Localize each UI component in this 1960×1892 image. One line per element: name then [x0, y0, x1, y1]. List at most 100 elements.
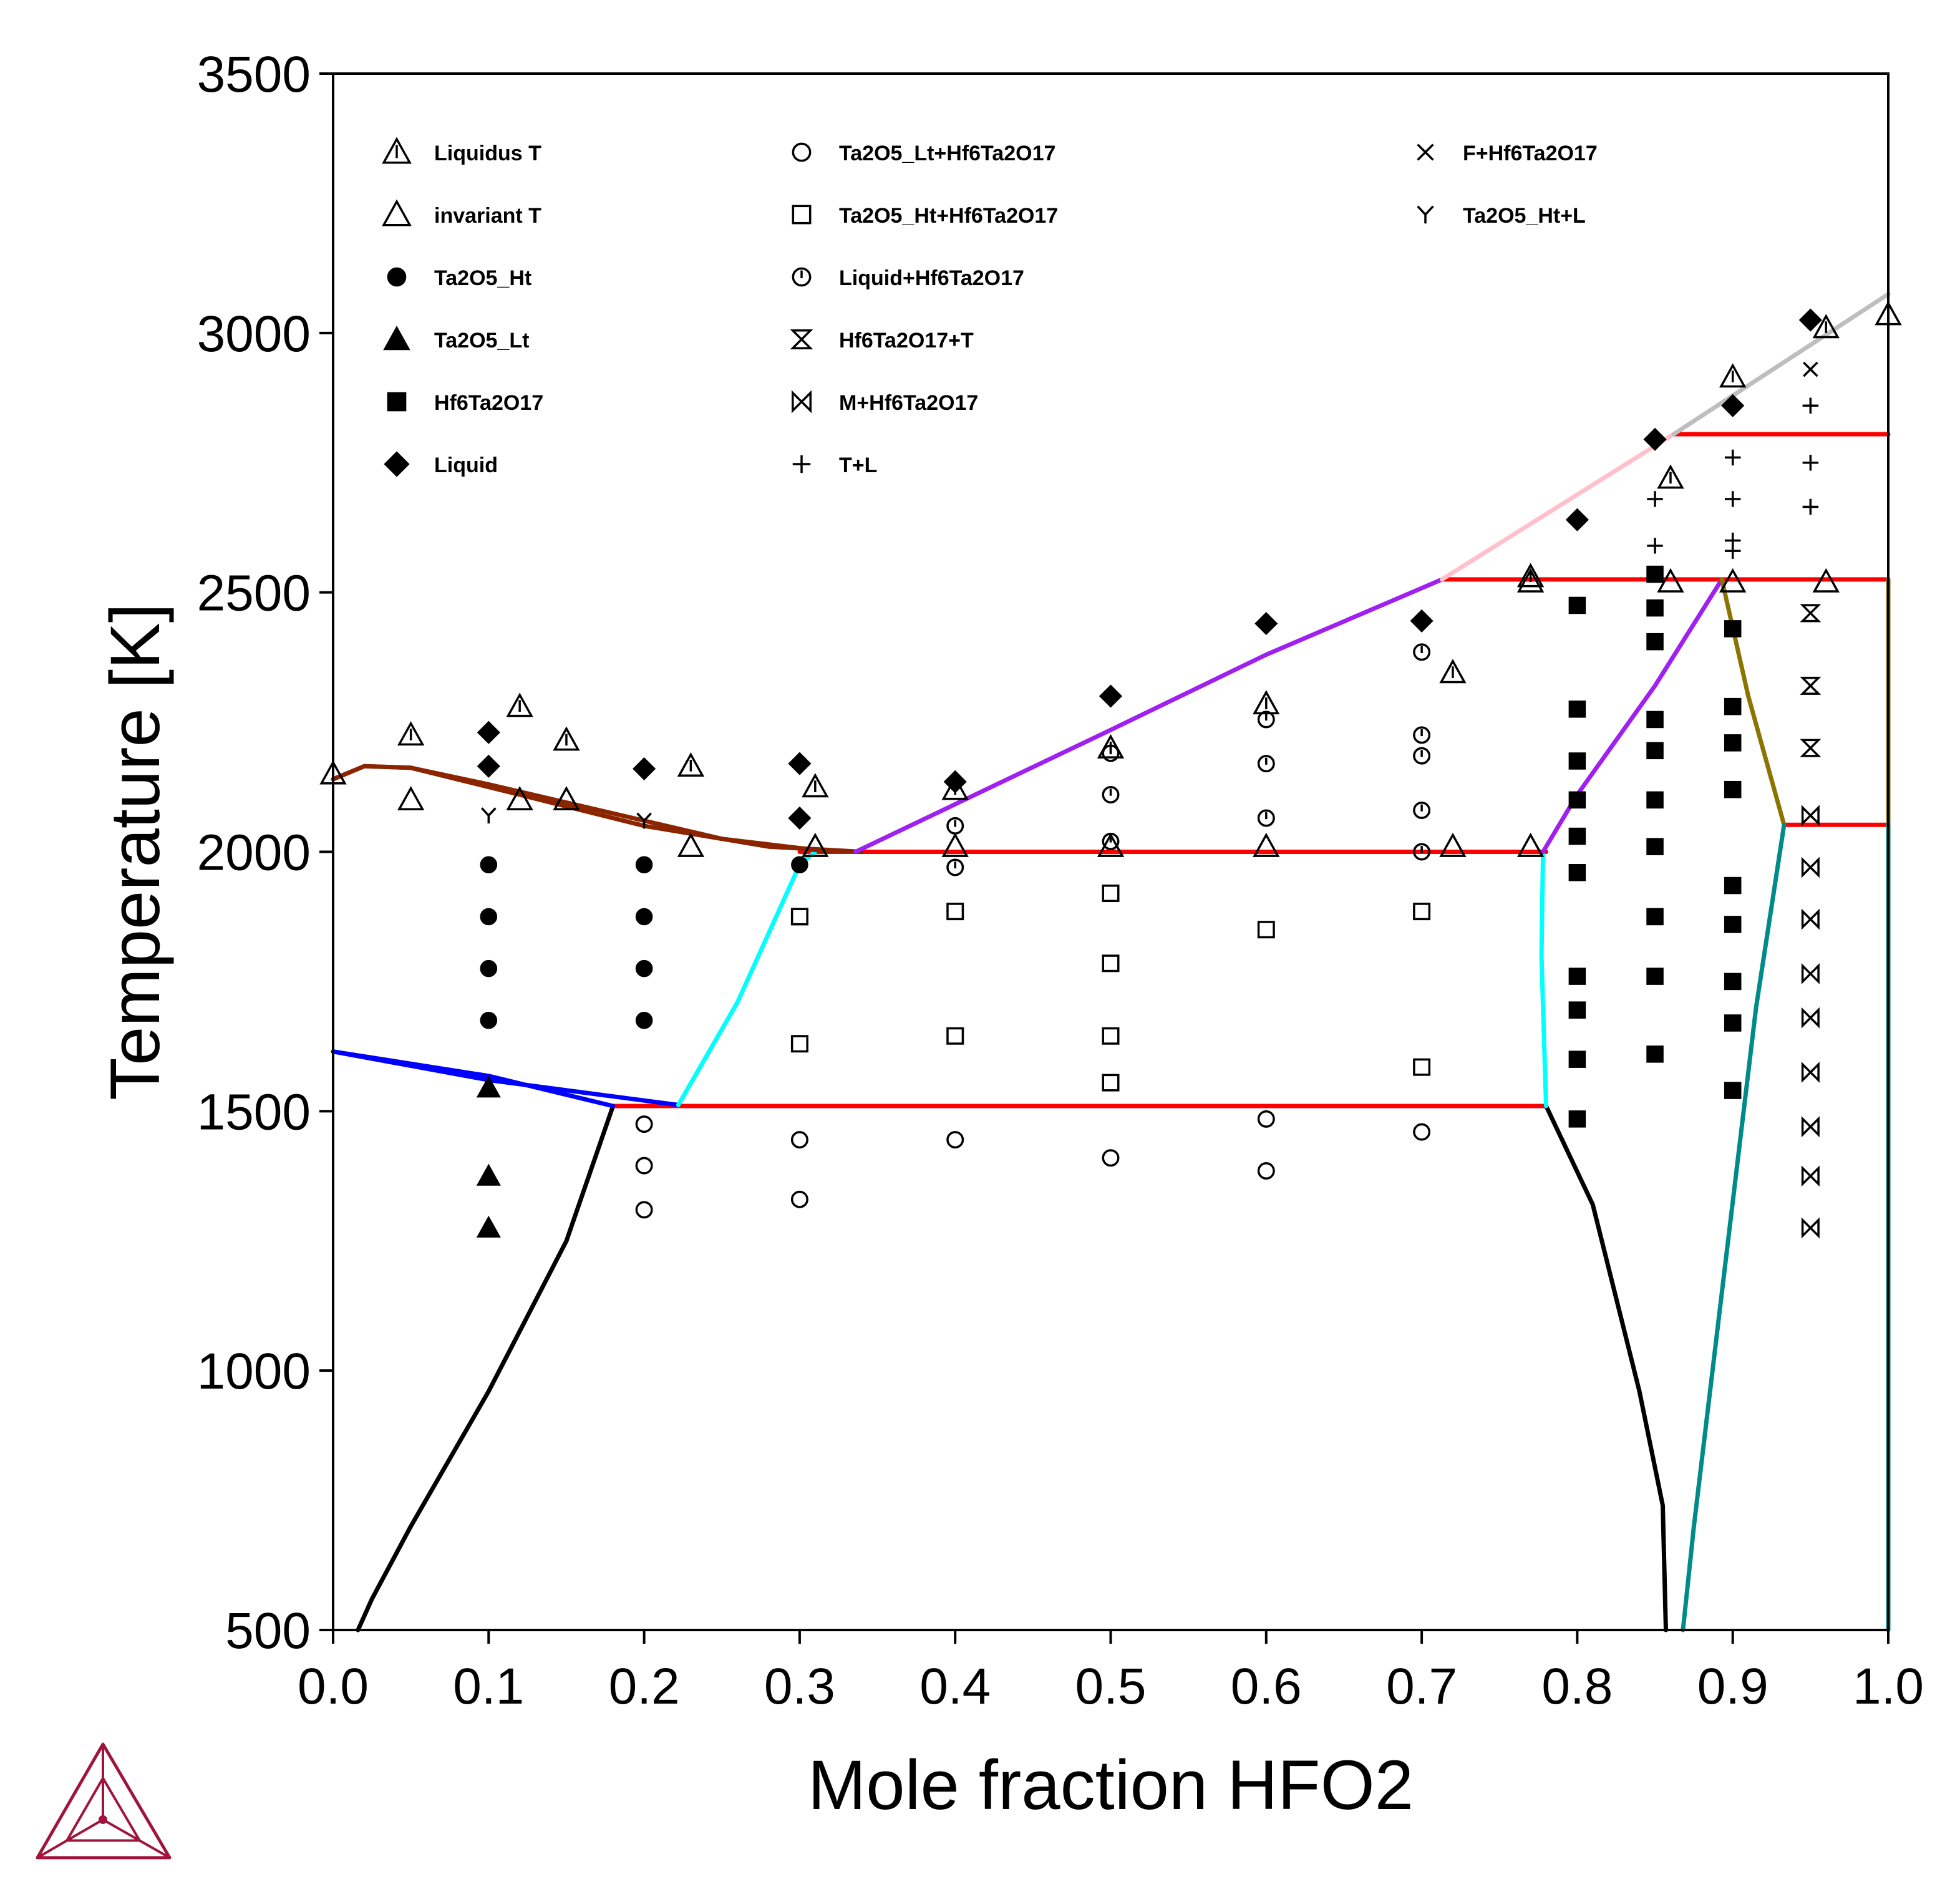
point-hf6ta2o17-28: [1724, 1014, 1742, 1032]
boundary-line-17: [1671, 292, 1891, 437]
series-liquid-hf6ta2o17: [946, 643, 1431, 876]
boundary-line-16: [1440, 432, 1676, 582]
legend-marker: [792, 390, 812, 414]
point-liquid-hf6ta2o17-6: [1257, 711, 1275, 729]
point-ta2o5-lt-hf6ta2o17-5: [790, 1190, 808, 1208]
point-hf6ta2o17-4: [1568, 791, 1586, 809]
legend-entry-ta2o5-lt-hf6ta2o17: Ta2O5_Lt+Hf6Ta2O17: [792, 142, 1055, 165]
legend-entry-liquidus-t: Liquidus T: [382, 137, 541, 165]
point-ta2o5-ht-hf6ta2o17-9: [1257, 921, 1275, 939]
legend-entry-ta2o5-ht-l: Ta2O5_Ht+L: [1417, 204, 1586, 228]
point-hf6ta2o17-6: [1568, 864, 1586, 881]
point-invariant-t-14: [1812, 568, 1840, 593]
y-tick-label: 1500: [197, 1084, 311, 1140]
point-ta2o5-ht-l-2: [636, 812, 652, 829]
series-t-l: [1647, 397, 1819, 559]
point-hf6ta2o17-18: [1646, 908, 1664, 926]
point-liquid-4: [788, 752, 812, 775]
legend-entry-ta2o5-ht-hf6ta2o17: Ta2O5_Ht+Hf6Ta2O17: [792, 204, 1058, 228]
point-hf6ta2o17-17: [1646, 838, 1664, 855]
point-ta2o5-lt-hf6ta2o17-1: [635, 1115, 653, 1133]
point-invariant-t-2: [506, 786, 533, 811]
point-liquidus-t-5: [677, 752, 705, 777]
point-ta2o5-ht-2: [480, 908, 498, 926]
point-hf6ta2o17-5: [1568, 827, 1586, 845]
y-tick-label: 3000: [197, 306, 311, 362]
point-ta2o5-ht-9: [791, 856, 808, 874]
point-liquid-hf6ta2o17-8: [1257, 809, 1275, 827]
point-liquid-13: [1798, 308, 1822, 332]
point-hf6ta2o17-8: [1568, 1001, 1586, 1019]
point-hf6ta2o17-2: [1568, 701, 1586, 718]
point-hf6ta2o17-13: [1646, 633, 1664, 651]
legend-label: Ta2O5_Ht+Hf6Ta2O17: [839, 204, 1058, 228]
point-ta2o5-ht-hf6ta2o17-4: [946, 1027, 964, 1045]
legend-entry-liquid-hf6ta2o17: Liquid+Hf6Ta2O17: [792, 266, 1024, 290]
point-liquid-hf6ta2o17-10: [1413, 726, 1431, 744]
series-liquid: [477, 308, 1822, 830]
point-liquid-6: [943, 770, 967, 793]
point-hf6ta2o17-29: [1724, 1082, 1742, 1099]
point-hf6ta2o17-t-2: [1800, 676, 1822, 695]
point-ta2o5-ht-hf6ta2o17-8: [1102, 1074, 1120, 1092]
point-hf6ta2o17-19: [1646, 968, 1664, 985]
point-ta2o5-lt-hf6ta2o17-7: [1102, 1149, 1120, 1167]
boundary-line-11: [1539, 850, 1548, 1109]
legend-entry-invariant-t: invariant T: [382, 199, 541, 228]
point-invariant-t-5: [802, 832, 829, 857]
point-ta2o5-ht-hf6ta2o17-2: [790, 1035, 808, 1053]
legend-label: Hf6Ta2O17+T: [839, 329, 974, 352]
point-liquidus-t-4: [553, 726, 580, 751]
x-axis-title: Mole fraction HFO2: [808, 1746, 1414, 1824]
point-liquid-hf6ta2o17-13: [1413, 843, 1431, 861]
legend-entry-ta2o5-ht: Ta2O5_Ht: [387, 266, 531, 290]
point-ta2o5-ht-7: [635, 959, 653, 978]
legend-marker: [792, 142, 812, 162]
point-hf6ta2o17-27: [1724, 973, 1742, 991]
point-ta2o5-ht-hf6ta2o17-3: [946, 903, 964, 921]
point-t-l-9: [1802, 498, 1819, 515]
point-hf6ta2o17-20: [1646, 1045, 1664, 1063]
point-invariant-t-3: [553, 786, 580, 811]
x-tick-label: 0.5: [1075, 1658, 1147, 1715]
point-t-l-2: [1647, 538, 1663, 554]
point-hf6ta2o17-25: [1724, 876, 1742, 895]
point-m-hf6ta2o17-9: [1801, 1217, 1820, 1239]
legend-label: M+Hf6Ta2O17: [839, 391, 978, 415]
legend-label: Ta2O5_Ht+L: [1463, 204, 1586, 228]
point-ta2o5-lt-hf6ta2o17-10: [1413, 1123, 1431, 1141]
point-hf6ta2o17-21: [1724, 620, 1742, 638]
x-tick-label: 0.6: [1231, 1658, 1302, 1715]
legend-marker: [382, 137, 412, 164]
series-invariant-t: [397, 301, 1902, 857]
point-m-hf6ta2o17-3: [1801, 908, 1820, 930]
series-ta2o5-lt: [476, 1075, 501, 1238]
point-ta2o5-ht-l-1: [480, 807, 497, 824]
boundary-line-7: [1544, 1104, 1668, 1632]
point-hf6ta2o17-24: [1724, 780, 1742, 798]
point-hf6ta2o17-1: [1568, 596, 1586, 614]
point-ta2o5-lt-hf6ta2o17-6: [946, 1131, 964, 1149]
point-m-hf6ta2o17-7: [1801, 1116, 1820, 1138]
point-ta2o5-ht-hf6ta2o17-11: [1413, 1058, 1431, 1076]
boundary-line-6: [356, 1104, 616, 1632]
point-t-l-3: [1724, 449, 1741, 466]
point-ta2o5-lt-hf6ta2o17-4: [790, 1131, 808, 1149]
boundary-line-20: [1681, 822, 1787, 1632]
x-tick-label: 0.7: [1386, 1658, 1457, 1715]
legend-entry-hf6ta2o17-t: Hf6Ta2O17+T: [790, 329, 974, 352]
point-liquid-hf6ta2o17-5: [1102, 832, 1120, 850]
point-hf6ta2o17-26: [1724, 916, 1742, 933]
point-invariant-t-8: [1253, 832, 1280, 857]
y-axis-title: Temperature [K]: [96, 603, 174, 1100]
legend-marker: [383, 326, 410, 351]
point-invariant-t-13: [1719, 568, 1747, 593]
point-t-l-4: [1724, 491, 1741, 507]
point-m-hf6ta2o17-8: [1801, 1165, 1820, 1187]
point-ta2o5-ht-3: [480, 959, 498, 978]
point-invariant-t-9: [1439, 832, 1467, 857]
point-t-l-8: [1802, 455, 1819, 471]
point-invariant-t-12: [1657, 568, 1684, 593]
point-hf6ta2o17-10: [1568, 1110, 1586, 1128]
